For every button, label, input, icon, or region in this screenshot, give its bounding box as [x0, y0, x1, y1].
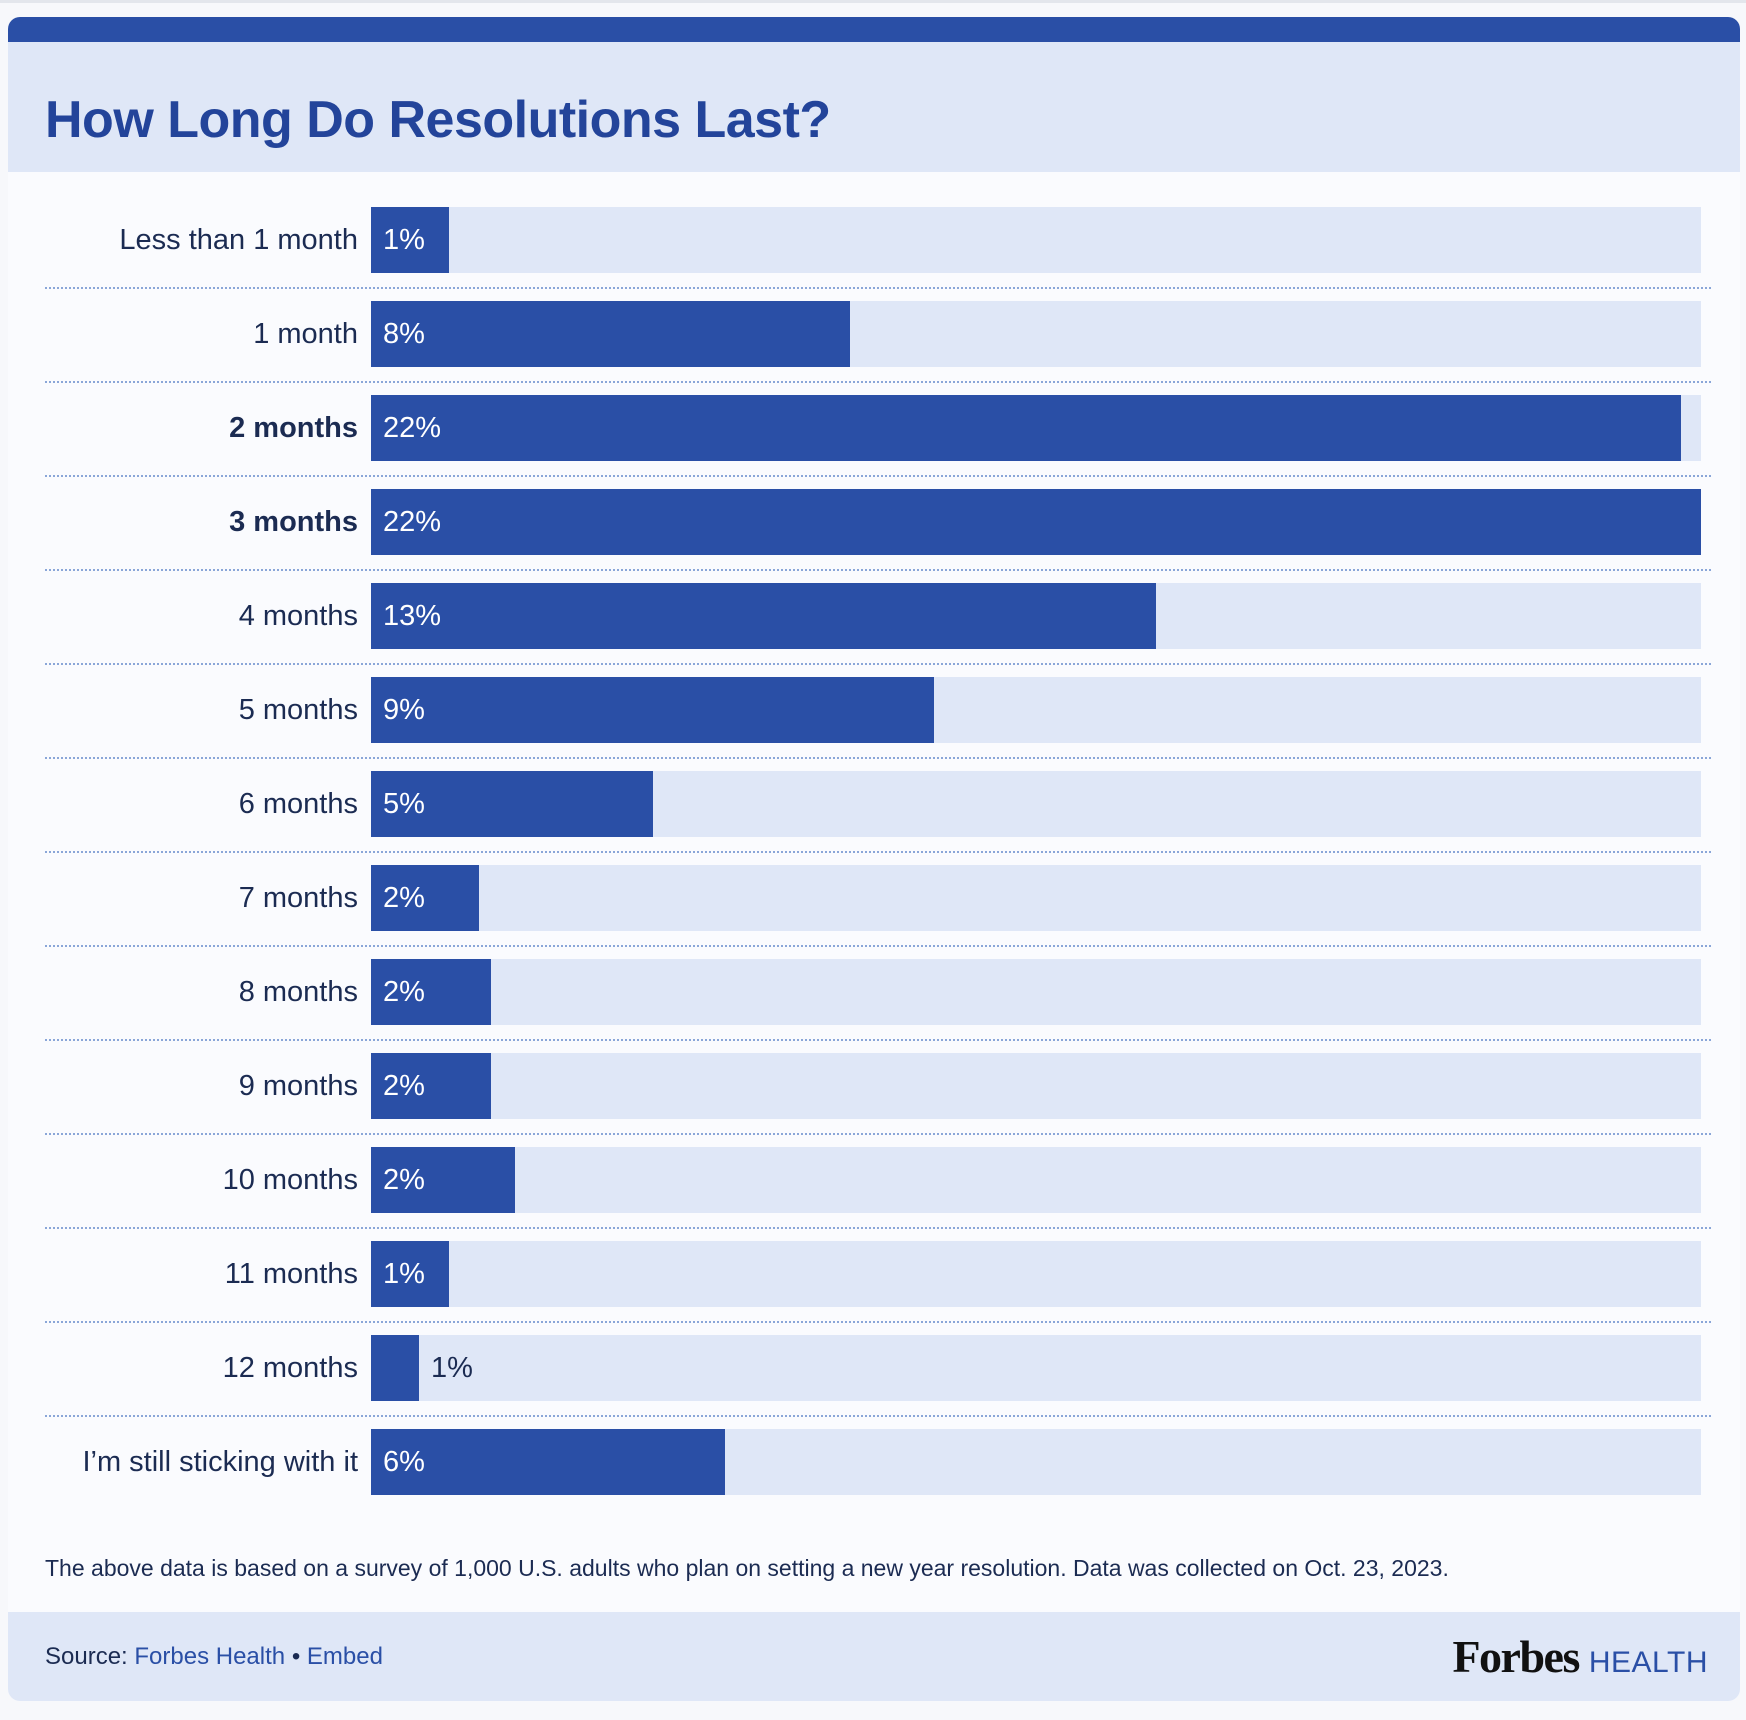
row-divider	[45, 287, 1711, 289]
chart-card: How Long Do Resolutions Last? Less than …	[8, 17, 1740, 1701]
category-label: Less than 1 month	[119, 224, 358, 256]
bar-row: 12 months 1%	[8, 1335, 1740, 1429]
logo-health-wordmark: HEALTH	[1588, 1646, 1708, 1679]
bar-row: I’m still sticking with it 6%	[8, 1429, 1740, 1523]
value-label: 9%	[383, 694, 425, 726]
category-label: 2 months	[229, 412, 358, 444]
bar-row: 3 months 22%	[8, 489, 1740, 583]
value-label: 22%	[383, 412, 442, 444]
bar	[371, 1147, 515, 1213]
source-line: Source: Forbes Health • Embed	[45, 1612, 383, 1701]
row-divider	[45, 1133, 1711, 1135]
category-label: 9 months	[238, 1070, 358, 1102]
value-label: 2%	[383, 1070, 425, 1102]
bar-row: Less than 1 month 1%	[8, 207, 1740, 301]
bar	[371, 1241, 449, 1307]
logo-forbes-wordmark: Forbes	[1452, 1631, 1580, 1682]
category-label: 1 month	[253, 318, 358, 350]
bar	[371, 395, 1681, 461]
bar-track: 6%	[371, 1429, 1701, 1495]
source-separator: •	[291, 1643, 301, 1670]
bar-row: 2 months 22%	[8, 395, 1740, 489]
bar-track: 13%	[371, 583, 1701, 649]
category-label: 5 months	[238, 694, 358, 726]
value-label: 6%	[383, 1446, 425, 1478]
row-divider	[45, 1039, 1711, 1041]
chart-title: How Long Do Resolutions Last?	[45, 91, 831, 149]
bar	[371, 583, 1156, 649]
source-link[interactable]: Forbes Health	[134, 1643, 286, 1670]
category-label: 10 months	[222, 1164, 358, 1196]
value-label: 13%	[383, 600, 442, 632]
bar	[371, 1053, 491, 1119]
forbes-health-logo: Forbes HEALTH	[1452, 1630, 1708, 1682]
value-label: 2%	[383, 976, 425, 1008]
value-label: 1%	[383, 1258, 425, 1290]
row-divider	[45, 945, 1711, 947]
category-label: 6 months	[238, 788, 358, 820]
bar-track: 1%	[371, 207, 1701, 273]
bar-row: 11 months 1%	[8, 1241, 1740, 1335]
row-divider	[45, 1321, 1711, 1323]
category-label: 11 months	[224, 1258, 358, 1290]
card-accent-bar	[8, 17, 1740, 42]
value-label: 1%	[383, 224, 425, 256]
bar-row: 8 months 2%	[8, 959, 1740, 1053]
bar-row: 4 months 13%	[8, 583, 1740, 677]
bar-chart: Less than 1 month 1% 1 month 8% 2 months 22% 3…	[8, 207, 1740, 1527]
bar-track: 2%	[371, 959, 1701, 1025]
bar-track: 1%	[371, 1241, 1701, 1307]
bar	[371, 489, 1701, 555]
bar-track: 1%	[371, 1335, 1701, 1401]
row-divider	[45, 569, 1711, 571]
row-divider	[45, 1227, 1711, 1229]
bar-track: 2%	[371, 1053, 1701, 1119]
bar-track: 9%	[371, 677, 1701, 743]
value-label: 8%	[383, 318, 425, 350]
bar-row: 7 months 2%	[8, 865, 1740, 959]
top-border	[0, 0, 1746, 3]
bar	[371, 1429, 725, 1495]
bar	[371, 959, 491, 1025]
bar-track: 5%	[371, 771, 1701, 837]
survey-note: The above data is based on a survey of 1…	[45, 1555, 1449, 1581]
row-divider	[45, 475, 1711, 477]
chart-header: How Long Do Resolutions Last?	[8, 42, 1740, 172]
bar-track: 2%	[371, 865, 1701, 931]
bar-track: 8%	[371, 301, 1701, 367]
bar-row: 5 months 9%	[8, 677, 1740, 771]
category-label: I’m still sticking with it	[82, 1446, 358, 1478]
bar-track: 22%	[371, 489, 1701, 555]
category-label: 4 months	[238, 600, 358, 632]
bar-row: 1 month 8%	[8, 301, 1740, 395]
bar	[371, 865, 479, 931]
bar	[371, 207, 449, 273]
row-divider	[45, 757, 1711, 759]
bar-row: 9 months 2%	[8, 1053, 1740, 1147]
bar-row: 6 months 5%	[8, 771, 1740, 865]
bar-track: 22%	[371, 395, 1701, 461]
category-label: 8 months	[238, 976, 358, 1008]
value-label: 22%	[383, 506, 442, 538]
row-divider	[45, 381, 1711, 383]
bar	[371, 771, 653, 837]
bar	[371, 1335, 419, 1401]
embed-link[interactable]: Embed	[306, 1643, 383, 1670]
source-label: Source:	[45, 1643, 128, 1670]
value-label: 1%	[431, 1352, 473, 1384]
category-label: 12 months	[222, 1352, 358, 1384]
category-label: 7 months	[238, 882, 358, 914]
bar	[371, 301, 850, 367]
row-divider	[45, 851, 1711, 853]
bar	[371, 677, 934, 743]
chart-footer: Source: Forbes Health • Embed Forbes HEAL…	[8, 1612, 1740, 1701]
row-divider	[45, 663, 1711, 665]
value-label: 5%	[383, 788, 425, 820]
value-label: 2%	[383, 1164, 425, 1196]
bar-row: 10 months 2%	[8, 1147, 1740, 1241]
row-divider	[45, 1415, 1711, 1417]
value-label: 2%	[383, 882, 425, 914]
category-label: 3 months	[229, 506, 358, 538]
bar-track: 2%	[371, 1147, 1701, 1213]
